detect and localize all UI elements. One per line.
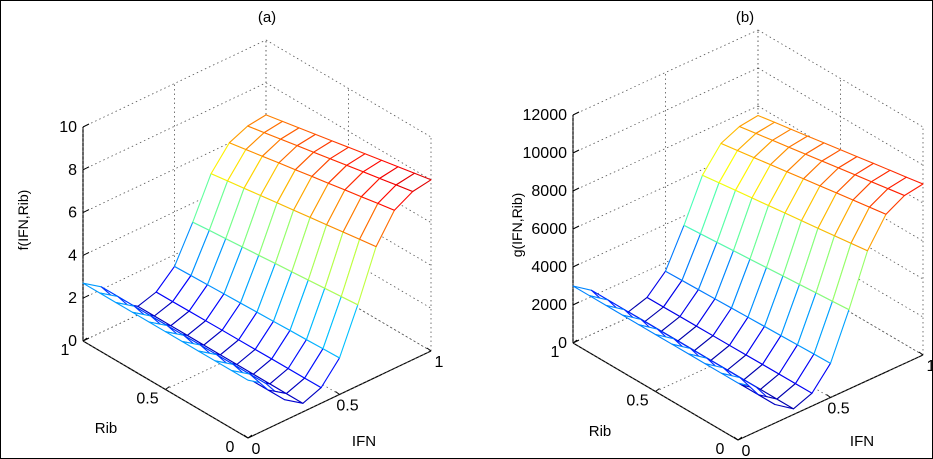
x-tick-label: 0 — [742, 443, 751, 459]
z-tick-mark — [572, 225, 580, 230]
y-tick-mark — [165, 386, 170, 390]
x-tick-mark — [733, 436, 739, 441]
z-tick-mark — [82, 209, 90, 214]
z-tick-label: 10 — [59, 119, 77, 136]
z-tick-label: 4 — [68, 247, 77, 264]
grid-line — [757, 29, 924, 128]
z-tick-mark — [572, 301, 580, 306]
panel-a-xlabel: IFN — [352, 433, 376, 450]
z-tick-mark — [572, 187, 580, 192]
z-tick-label: 8 — [68, 162, 77, 179]
z-tick-mark — [572, 111, 580, 116]
z-tick-mark — [82, 294, 90, 299]
x-tick-mark — [243, 434, 249, 439]
z-tick-mark — [82, 123, 90, 128]
z-tick-label: 10000 — [523, 145, 568, 162]
z-tick-label: 2 — [68, 290, 77, 307]
x-tick-mark — [426, 347, 432, 352]
panel-b-title: (b) — [736, 9, 754, 26]
grid-line — [265, 39, 432, 138]
x-tick-label: 0 — [252, 441, 261, 458]
panel-b-surface — [572, 114, 924, 410]
x-tick-mark — [826, 394, 831, 398]
z-tick-label: 0 — [68, 333, 77, 350]
z-tick-mark — [82, 166, 90, 171]
panel-b-xlabel: IFN — [850, 433, 874, 450]
y-tick-mark — [737, 436, 743, 441]
y-tick-label: 0.5 — [136, 391, 158, 408]
panel-b-ylabel: Rib — [589, 423, 612, 440]
x-tick-label: 0.5 — [827, 401, 849, 418]
y-tick-mark — [655, 388, 660, 392]
panel-a-ylabel: Rib — [95, 420, 118, 437]
panel-a-title: (a) — [258, 9, 276, 26]
surface-cell — [887, 176, 924, 197]
x-tick-label: 1 — [927, 358, 933, 375]
x-tick-label: 0.5 — [336, 398, 358, 415]
x-tick-label: 1 — [435, 354, 444, 371]
z-tick-label: 8000 — [531, 183, 567, 200]
z-tick-mark — [82, 251, 90, 256]
y-tick-label: 1 — [61, 342, 70, 359]
z-tick-label: 6000 — [531, 221, 567, 238]
z-tick-label: 2000 — [531, 297, 567, 314]
y-tick-mark — [572, 339, 578, 344]
y-tick-label: 0 — [716, 441, 725, 458]
x-tick-mark — [335, 391, 340, 395]
z-tick-label: 12000 — [523, 107, 568, 124]
panel-a-surface — [82, 114, 432, 404]
z-tick-mark — [572, 149, 580, 154]
z-tick-label: 6 — [68, 205, 77, 222]
y-tick-mark — [247, 434, 253, 439]
y-tick-label: 1 — [551, 344, 560, 361]
y-tick-label: 0 — [226, 439, 235, 456]
panel-a-zlabel: f(IFN,Rib) — [15, 190, 31, 251]
z-tick-label: 4000 — [531, 259, 567, 276]
surface-cell — [395, 172, 432, 193]
y-tick-label: 0.5 — [626, 393, 648, 410]
panel-b-zlabel: g(IFN,Rib) — [509, 193, 525, 258]
y-tick-mark — [82, 337, 88, 342]
x-tick-mark — [918, 351, 924, 356]
z-tick-label: 0 — [558, 335, 567, 352]
z-tick-mark — [572, 263, 580, 268]
